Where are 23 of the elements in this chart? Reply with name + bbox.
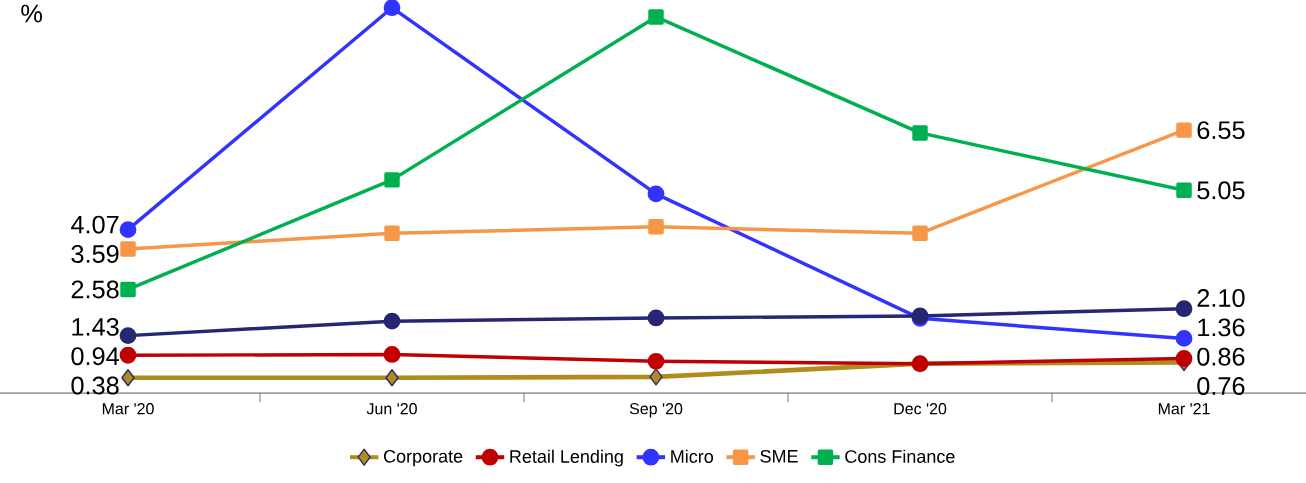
data-label: 2.10 [1197, 289, 1245, 307]
x-tick-label: Sep '20 [629, 403, 683, 418]
data-label: 1.43 [72, 317, 119, 336]
y-axis-title: % [21, 4, 42, 23]
x-tick-label: Dec '20 [894, 403, 947, 415]
x-tick-label: Mar '20 [102, 403, 154, 415]
x-tick-label: Mar '21 [1158, 403, 1210, 415]
data-label: 0.86 [1197, 347, 1245, 366]
legend-label: Micro [671, 449, 714, 463]
data-label: 6.55 [1197, 121, 1245, 140]
data-label: 0.94 [71, 347, 119, 366]
legend-label: Cons Finance [845, 449, 955, 463]
legend-label: Retail Lending [510, 449, 623, 467]
data-label: 0.38 [71, 376, 119, 395]
data-label: 3.59 [71, 245, 119, 263]
legend-label: Corporate [383, 449, 463, 467]
data-label: 0.76 [1197, 377, 1245, 396]
data-label: 4.07 [71, 215, 119, 234]
x-tick-label: Jun '20 [366, 403, 417, 415]
data-label: 2.58 [71, 280, 119, 299]
data-label: 5.05 [1197, 181, 1245, 200]
legend-label: SME [760, 449, 798, 463]
data-label: 1.36 [1198, 318, 1245, 337]
